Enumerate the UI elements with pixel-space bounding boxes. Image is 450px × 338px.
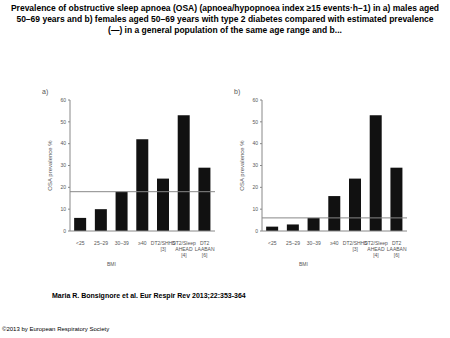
svg-text:30: 30: [60, 162, 66, 168]
svg-text:10: 10: [252, 206, 258, 212]
svg-text:50: 50: [252, 119, 258, 125]
svg-text:30: 30: [252, 162, 258, 168]
svg-text:OSA prevalence %: OSA prevalence %: [47, 140, 53, 191]
svg-text:DT2/SleepAHEAD[4]: DT2/SleepAHEAD[4]: [172, 240, 196, 258]
svg-text:20: 20: [252, 184, 258, 190]
svg-text:60: 60: [60, 97, 66, 103]
svg-text:30–39: 30–39: [307, 240, 321, 246]
svg-text:DT2LAABAN[6]: DT2LAABAN[6]: [387, 240, 407, 258]
svg-text:60: 60: [252, 97, 258, 103]
html-text:[3]: [3]: [160, 246, 166, 252]
svg-text:OSA prevalence %: OSA prevalence %: [239, 140, 245, 191]
html-text:DT2/SHHS: DT2/SHHS: [342, 240, 368, 246]
svg-text:40: 40: [60, 140, 66, 146]
html-text:DT2/SHHS: DT2/SHHS: [150, 240, 176, 246]
svg-text:DT2LAABAN[6]: DT2LAABAN[6]: [195, 240, 215, 258]
svg-text:25–29: 25–29: [286, 240, 300, 246]
svg-text:<25: <25: [76, 240, 85, 246]
svg-text:0: 0: [255, 228, 258, 234]
html-text:Maria R. Bonsignore et al. Eur: Maria R. Bonsignore et al. Eur Respir Re…: [52, 292, 246, 299]
svg-text:40: 40: [252, 140, 258, 146]
svg-text:20: 20: [60, 184, 66, 190]
html-text:a): a): [42, 88, 49, 95]
svg-text:0: 0: [63, 228, 66, 234]
html-text:BMI: BMI: [107, 261, 116, 267]
html-text:BMI: BMI: [299, 261, 308, 267]
html-text:©2013 by European Respiratory: ©2013 by European Respiratory Society: [2, 326, 110, 332]
svg-text:DT2/SleepAHEAD[4]: DT2/SleepAHEAD[4]: [364, 240, 388, 258]
svg-text:50: 50: [60, 119, 66, 125]
svg-text:≥40: ≥40: [330, 240, 339, 246]
svg-text:25–29: 25–29: [94, 240, 108, 246]
html-text:b): b): [234, 88, 241, 95]
svg-text:30–39: 30–39: [115, 240, 129, 246]
html-text:[3]: [3]: [352, 246, 358, 252]
svg-text:10: 10: [60, 206, 66, 212]
svg-text:<25: <25: [268, 240, 277, 246]
html-text:Prevalence of obstructive slee: Prevalence of obstructive sleep apnoea (…: [10, 3, 440, 35]
svg-text:≥40: ≥40: [138, 240, 147, 246]
